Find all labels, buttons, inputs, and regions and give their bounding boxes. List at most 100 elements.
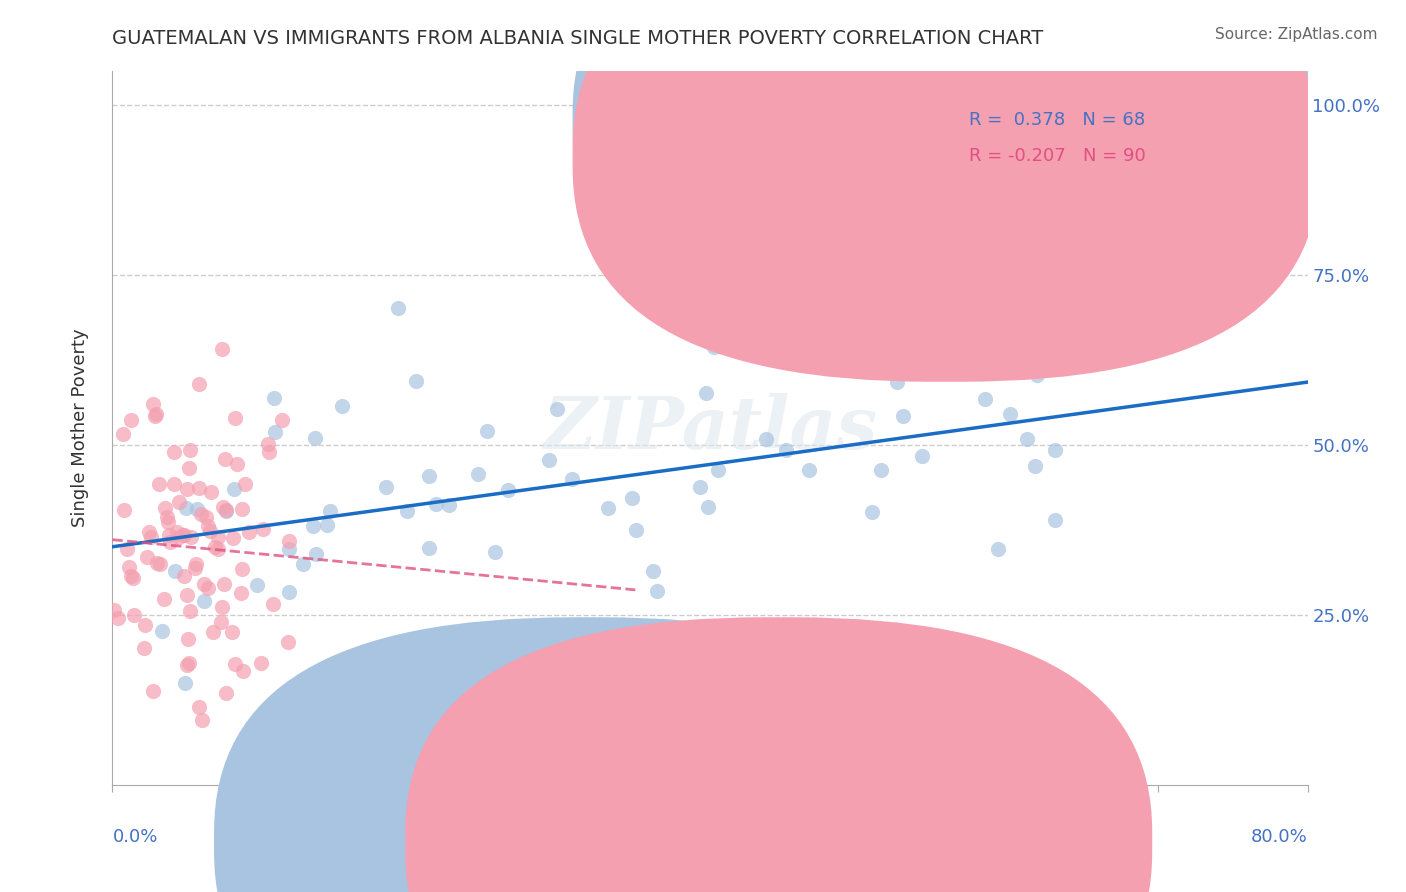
Text: R = -0.207   N = 90: R = -0.207 N = 90 [969, 146, 1146, 164]
Text: ZIPatlas: ZIPatlas [543, 392, 877, 464]
Point [177, 461, 200, 475]
Point [224, 657, 246, 672]
FancyBboxPatch shape [572, 0, 1320, 382]
Point [973, 392, 995, 406]
Point [315, 517, 337, 532]
Point [177, 656, 200, 670]
Point [496, 483, 519, 497]
Point [121, 569, 143, 583]
Point [238, 525, 260, 540]
Point [278, 541, 301, 556]
Point [174, 676, 197, 690]
Point [226, 457, 249, 471]
Point [249, 656, 271, 670]
Point [214, 686, 236, 700]
Point [157, 527, 180, 541]
Point [139, 530, 162, 544]
Point [186, 502, 208, 516]
Point [1024, 458, 1046, 473]
Point [914, 366, 936, 380]
Point [202, 624, 225, 639]
Point [437, 498, 460, 512]
Point [107, 610, 129, 624]
Point [537, 453, 560, 467]
Point [152, 592, 174, 607]
Point [246, 578, 269, 592]
FancyBboxPatch shape [572, 0, 1320, 346]
Point [695, 385, 717, 400]
Point [204, 540, 226, 554]
Point [184, 561, 207, 575]
Point [142, 684, 165, 698]
Point [173, 569, 195, 583]
Point [614, 634, 637, 648]
Point [319, 504, 342, 518]
Point [214, 451, 236, 466]
Point [190, 507, 212, 521]
Point [645, 583, 668, 598]
Point [215, 503, 238, 517]
Point [425, 497, 447, 511]
Point [546, 402, 568, 417]
Point [167, 530, 190, 544]
Point [142, 397, 165, 411]
Point [1043, 513, 1066, 527]
Point [167, 495, 190, 509]
Point [117, 541, 139, 556]
Point [395, 504, 418, 518]
Point [278, 585, 301, 599]
Point [626, 524, 648, 538]
Point [262, 597, 284, 611]
Point [149, 557, 172, 571]
Point [1043, 443, 1066, 458]
Point [886, 375, 908, 389]
Point [264, 425, 287, 440]
Point [418, 541, 440, 556]
FancyBboxPatch shape [405, 617, 1153, 892]
Point [561, 472, 583, 486]
Point [703, 340, 725, 354]
Point [146, 556, 169, 570]
Point [174, 501, 197, 516]
Text: Source: ZipAtlas.com: Source: ZipAtlas.com [1215, 27, 1378, 42]
Point [148, 476, 170, 491]
Point [252, 522, 274, 536]
Point [176, 658, 198, 673]
Point [163, 477, 186, 491]
Point [467, 467, 489, 482]
Point [620, 491, 643, 505]
Point [233, 477, 256, 491]
Point [291, 557, 314, 571]
Point [187, 376, 209, 391]
Point [484, 545, 506, 559]
FancyBboxPatch shape [214, 617, 962, 892]
Point [277, 634, 299, 648]
Point [259, 445, 281, 459]
FancyBboxPatch shape [907, 86, 1313, 189]
Point [211, 600, 233, 615]
Point [302, 519, 325, 533]
Point [214, 504, 236, 518]
Point [418, 468, 440, 483]
Point [253, 729, 276, 743]
Point [278, 534, 301, 549]
Point [998, 407, 1021, 421]
Point [188, 481, 211, 495]
Point [138, 524, 160, 539]
Point [153, 501, 176, 516]
Point [263, 391, 285, 405]
Point [173, 528, 195, 542]
Point [200, 484, 222, 499]
Text: 0.0%: 0.0% [112, 828, 157, 846]
Point [179, 604, 201, 618]
Point [697, 500, 720, 515]
Point [198, 524, 221, 538]
Point [118, 559, 141, 574]
Point [891, 409, 914, 423]
Point [797, 463, 820, 477]
Point [689, 480, 711, 494]
Point [157, 515, 180, 529]
Point [643, 564, 665, 578]
Text: Guatemalans: Guatemalans [614, 849, 734, 867]
Point [231, 502, 253, 516]
